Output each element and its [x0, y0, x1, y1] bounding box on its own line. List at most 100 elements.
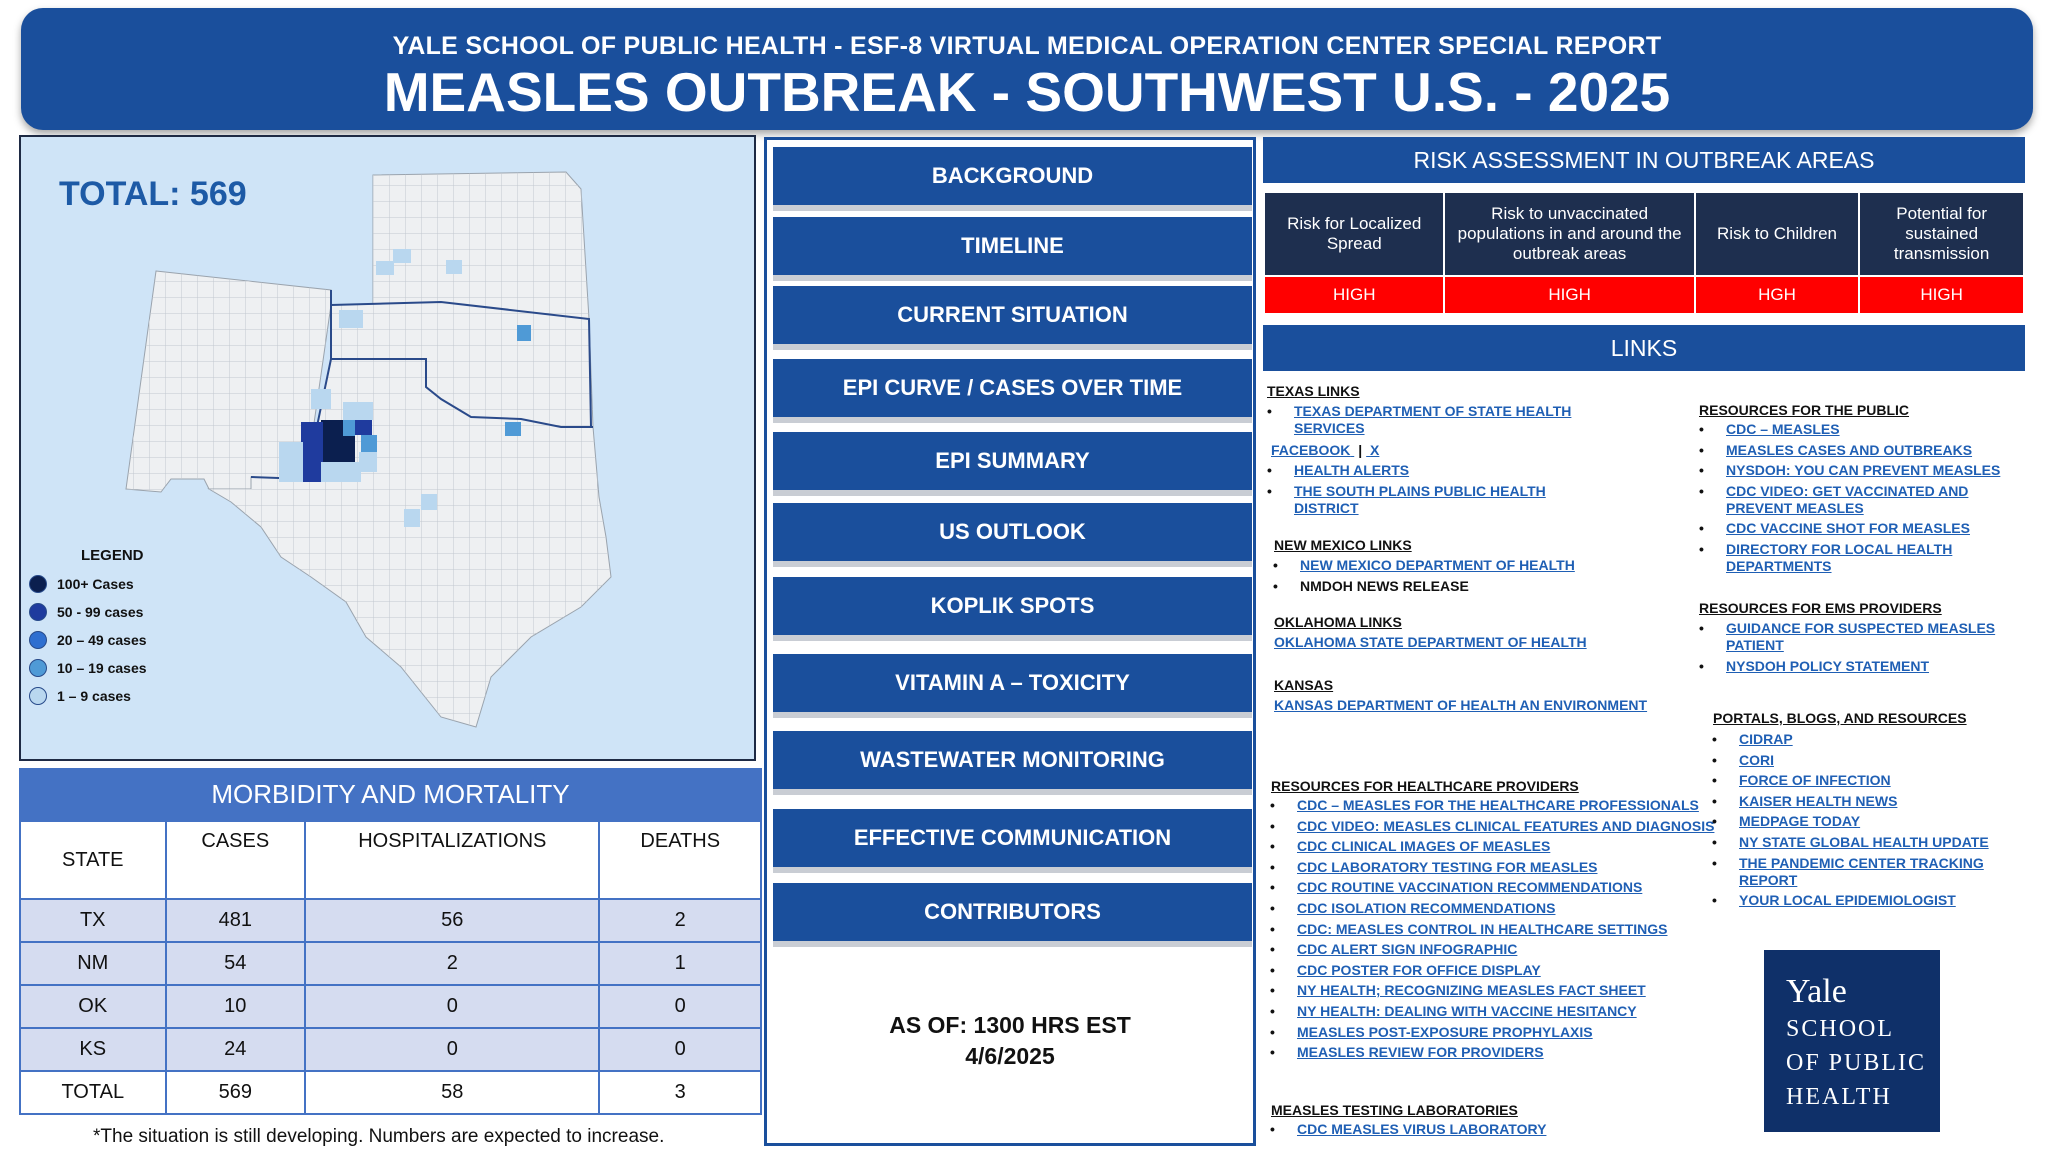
nav-effective-communication-button[interactable]: EFFECTIVE COMMUNICATION: [773, 809, 1252, 867]
as-of-time: AS OF: 1300 HRS EST: [889, 1012, 1131, 1038]
legend-label: 50 - 99 cases: [57, 604, 144, 620]
portals-links-list: CIDRAP CORI FORCE OF INFECTION KAISER HE…: [1710, 731, 2020, 913]
link-public[interactable]: NYSDOH: YOU CAN PREVENT MEASLES: [1697, 462, 2037, 479]
link-ks-kdhe[interactable]: KANSAS DEPARTMENT OF HEALTH AN ENVIRONME…: [1274, 697, 1648, 713]
cell-state: TOTAL: [19, 1070, 167, 1115]
link-health-alerts[interactable]: HEALTH ALERTS: [1265, 462, 1585, 479]
county-ok-tulsa: [517, 325, 531, 341]
link-provider[interactable]: CDC CLINICAL IMAGES OF MEASLES: [1268, 838, 1715, 855]
link-provider[interactable]: CDC: MEASLES CONTROL IN HEALTHCARE SETTI…: [1268, 921, 1715, 938]
link-provider[interactable]: CDC VIDEO: MEASLES CLINICAL FEATURES AND…: [1268, 818, 1715, 835]
ems-links-list: GUIDANCE FOR SUSPECTED MEASLES PATIENT N…: [1697, 620, 2037, 678]
nav-current-situation-button[interactable]: CURRENT SITUATION: [773, 286, 1252, 344]
link-portal[interactable]: KAISER HEALTH NEWS: [1710, 793, 2020, 810]
link-provider[interactable]: NY HEALTH: DEALING WITH VACCINE HESITANC…: [1268, 1003, 1715, 1020]
legend-row: 100+ Cases: [29, 570, 199, 598]
cell-state: TX: [19, 898, 167, 943]
legend-swatch: [29, 603, 47, 621]
cell-cases: 10: [164, 984, 307, 1029]
table-row: NM 54 2 1: [19, 941, 762, 986]
nav-us-outlook-button[interactable]: US OUTLOOK: [773, 503, 1252, 561]
link-provider[interactable]: CDC – MEASLES FOR THE HEALTHCARE PROFESS…: [1268, 797, 1715, 814]
link-south-plains[interactable]: THE SOUTH PLAINS PUBLIC HEALTH DISTRICT: [1265, 483, 1585, 517]
column-header-state: STATE: [19, 820, 167, 900]
county-kansas-3: [446, 260, 462, 274]
outbreak-map: TOTAL: 569 LEGEND 100+ Cases 50 - 99 cas…: [19, 135, 756, 761]
legend-swatch: [29, 659, 47, 677]
providers-links-list: CDC – MEASLES FOR THE HEALTHCARE PROFESS…: [1268, 797, 1715, 1065]
cell-deaths: 3: [598, 1070, 762, 1115]
link-portal[interactable]: MEDPAGE TODAY: [1710, 813, 2020, 830]
link-ems[interactable]: NYSDOH POLICY STATEMENT: [1697, 658, 2037, 675]
county-nm-1: [339, 310, 363, 328]
link-public[interactable]: CDC VIDEO: GET VACCINATED AND PREVENT ME…: [1697, 483, 2037, 517]
county-kansas-1: [376, 261, 394, 275]
legend-row: 20 – 49 cases: [29, 626, 199, 654]
link-provider[interactable]: MEASLES POST-EXPOSURE PROPHYLAXIS: [1268, 1024, 1715, 1041]
link-portal[interactable]: YOUR LOCAL EPIDEMIOLOGIST: [1710, 892, 2020, 909]
link-provider[interactable]: CDC POSTER FOR OFFICE DISPLAY: [1268, 962, 1715, 979]
cell-hospitalizations: 0: [304, 1027, 601, 1072]
link-provider[interactable]: CDC ROUTINE VACCINATION RECOMMENDATIONS: [1268, 879, 1715, 896]
nav-contributors-button[interactable]: CONTRIBUTORS: [773, 883, 1252, 941]
link-nm-doh[interactable]: NEW MEXICO DEPARTMENT OF HEALTH: [1271, 557, 1591, 574]
link-provider[interactable]: NY HEALTH; RECOGNIZING MEASLES FACT SHEE…: [1268, 982, 1715, 999]
risk-assessment-table: Risk for Localized Spread Risk to unvacc…: [1262, 191, 2025, 315]
link-provider[interactable]: CDC ISOLATION RECOMMENDATIONS: [1268, 900, 1715, 917]
risk-value-children: HGH: [1693, 275, 1861, 315]
link-portal[interactable]: THE PANDEMIC CENTER TRACKING REPORT: [1710, 855, 2020, 889]
link-portal[interactable]: CIDRAP: [1710, 731, 2020, 748]
link-ok-sdh[interactable]: OKLAHOMA STATE DEPARTMENT OF HEALTH: [1274, 634, 1587, 650]
link-portal[interactable]: NY STATE GLOBAL HEALTH UPDATE: [1710, 834, 2020, 851]
table-row: OK 10 0 0: [19, 984, 762, 1029]
cell-cases: 569: [164, 1070, 307, 1115]
link-public[interactable]: DIRECTORY FOR LOCAL HEALTH DEPARTMENTS: [1697, 541, 2037, 575]
link-public[interactable]: CDC VACCINE SHOT FOR MEASLES: [1697, 520, 2037, 537]
risk-header-sustained-transmission: Potential for sustained transmission: [1858, 191, 2025, 277]
link-public[interactable]: MEASLES CASES AND OUTBREAKS: [1697, 442, 2037, 459]
link-ems[interactable]: GUIDANCE FOR SUSPECTED MEASLES PATIENT: [1697, 620, 2037, 654]
link-texas-dshs[interactable]: TEXAS DEPARTMENT OF STATE HEALTH SERVICE…: [1265, 403, 1585, 437]
link-cdc-virus-lab[interactable]: CDC MEASLES VIRUS LABORATORY: [1268, 1121, 1688, 1138]
texas-links-list-2: HEALTH ALERTS THE SOUTH PLAINS PUBLIC HE…: [1265, 462, 1585, 520]
link-x[interactable]: X: [1370, 442, 1380, 458]
nav-wastewater-button[interactable]: WASTEWATER MONITORING: [773, 731, 1252, 789]
region-map-svg: [125, 171, 612, 728]
logo-line: SCHOOL: [1786, 1016, 1895, 1042]
link-facebook[interactable]: FACEBOOK: [1271, 442, 1351, 458]
nav-background-button[interactable]: BACKGROUND: [773, 147, 1252, 205]
ok-links-heading: OKLAHOMA LINKS: [1274, 614, 1402, 630]
nav-epi-curve-button[interactable]: EPI CURVE / CASES OVER TIME: [773, 359, 1252, 417]
map-legend: LEGEND 100+ Cases 50 - 99 cases 20 – 49 …: [29, 547, 199, 710]
cell-deaths: 1: [598, 941, 762, 986]
county-ector: [404, 509, 420, 527]
risk-value-sustained-transmission: HIGH: [1858, 275, 2025, 315]
link-provider[interactable]: CDC ALERT SIGN INFOGRAPHIC: [1268, 941, 1715, 958]
nav-epi-summary-button[interactable]: EPI SUMMARY: [773, 432, 1252, 490]
link-portal[interactable]: CORI: [1710, 752, 2020, 769]
legend-row: 50 - 99 cases: [29, 598, 199, 626]
table-row: KS 24 0 0: [19, 1027, 762, 1072]
county-cochran: [311, 389, 331, 409]
link-provider[interactable]: MEASLES REVIEW FOR PROVIDERS: [1268, 1044, 1715, 1061]
nav-vitamin-a-button[interactable]: VITAMIN A – TOXICITY: [773, 654, 1252, 712]
nm-news-release-text: NMDOH NEWS RELEASE: [1271, 578, 1591, 595]
link-provider[interactable]: CDC LABORATORY TESTING FOR MEASLES: [1268, 859, 1715, 876]
risk-value-localized-spread: HIGH: [1262, 275, 1446, 315]
county-lea: [301, 422, 323, 482]
as-of-timestamp: AS OF: 1300 HRS EST 4/6/2025: [767, 1010, 1253, 1072]
legend-row: 1 – 9 cases: [29, 682, 199, 710]
legend-row: 10 – 19 cases: [29, 654, 199, 682]
ems-heading: RESOURCES FOR EMS PROVIDERS: [1699, 600, 1942, 616]
risk-value-unvaccinated: HIGH: [1443, 275, 1696, 315]
navigation-column: BACKGROUND TIMELINE CURRENT SITUATION EP…: [764, 137, 1256, 1146]
link-portal[interactable]: FORCE OF INFECTION: [1710, 772, 2020, 789]
county-dallas: [505, 422, 521, 436]
table-row: TX 481 56 2: [19, 898, 762, 943]
link-separator: |: [1358, 442, 1363, 458]
nav-timeline-button[interactable]: TIMELINE: [773, 217, 1252, 275]
as-of-date: 4/6/2025: [965, 1043, 1055, 1069]
table-header-row: STATE CASES HOSPITALIZATIONS DEATHS: [19, 820, 762, 900]
nav-koplik-spots-button[interactable]: KOPLIK SPOTS: [773, 577, 1252, 635]
link-public[interactable]: CDC – MEASLES: [1697, 421, 2037, 438]
